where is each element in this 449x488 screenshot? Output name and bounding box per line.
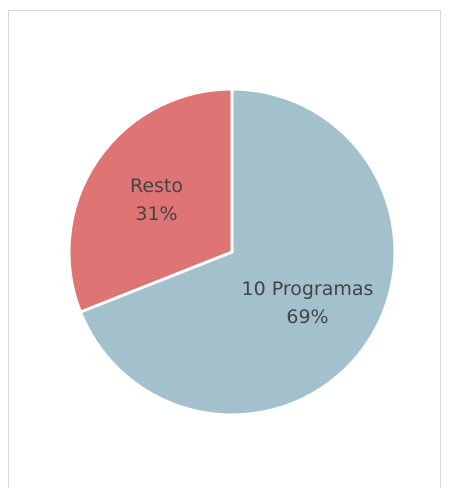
pie-slice <box>67 87 234 314</box>
chart-frame <box>8 10 441 488</box>
slice-value-label: 31% <box>135 203 177 225</box>
slice-category-label: 10 Programas <box>242 278 374 300</box>
pie-slice <box>78 87 397 417</box>
slice-value-label: 69% <box>286 306 328 328</box>
slice-category-label: Resto <box>130 175 183 197</box>
